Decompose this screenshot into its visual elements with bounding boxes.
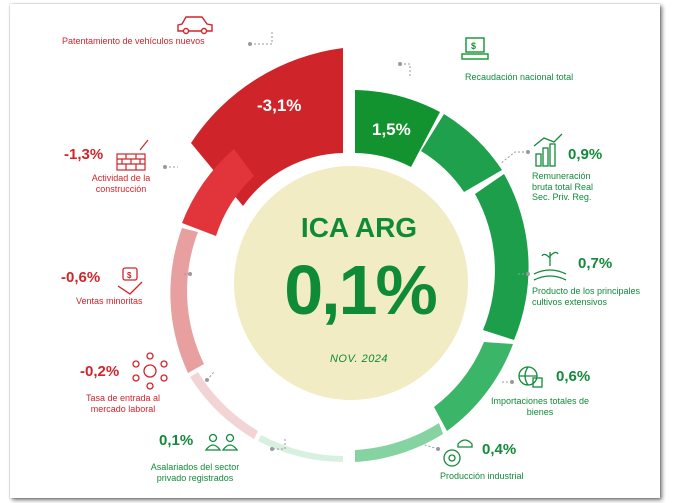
label-ventas: Ventas minoritas: [76, 296, 143, 306]
value-construccion: -1,3%: [64, 146, 104, 163]
label-patentamiento: Patentamiento de vehículos nuevos: [62, 36, 205, 46]
segment-value-recaudacion: 1,5%: [372, 120, 411, 139]
car-icon: [177, 16, 213, 35]
label-remuneracion: Remuneración bruta total Real Sec. Priv.…: [532, 171, 594, 202]
hand-money-icon: $: [117, 267, 143, 295]
segment-recaudacion: [355, 90, 440, 167]
value-importaciones: 0,6%: [556, 368, 591, 385]
value-tasa-entrada: -0,2%: [80, 363, 120, 380]
segment-cultivos: [475, 174, 529, 340]
value-ventas: -0,6%: [61, 269, 101, 286]
label-asalariados: Asalariados del sector privado registrad…: [150, 462, 240, 483]
value-produccion: 0,4%: [482, 441, 517, 458]
activity-index-ring: -3,1% 1,5% $: [116, 16, 567, 467]
label-construccion: Actividad de la construcción: [91, 173, 151, 194]
center-date: NOV. 2024: [329, 353, 389, 365]
people-icon: [204, 433, 239, 451]
svg-text:$: $: [471, 41, 476, 51]
label-produccion: Producción industrial: [440, 471, 524, 481]
segment-importaciones: [434, 342, 513, 431]
center-disc: [234, 166, 468, 400]
globe-box-icon: [518, 366, 543, 388]
label-cultivos: Producto de los principales cultivos ext…: [532, 286, 641, 307]
segment-value-patentamiento: -3,1%: [257, 96, 301, 115]
center-value: 0,1%: [284, 251, 438, 329]
gear-helmet-icon: [443, 439, 473, 467]
label-importaciones: Importaciones totales de bienes: [490, 396, 590, 417]
value-remuneracion: 0,9%: [568, 146, 603, 163]
value-asalariados: 0,1%: [159, 432, 194, 449]
center-title: ICA ARG: [300, 212, 418, 243]
label-tasa-entrada: Tasa de entrada al mercado laboral: [85, 393, 161, 414]
segment-tasa-entrada: [190, 372, 258, 439]
crop-icon: [533, 251, 567, 281]
value-cultivos: 0,7%: [578, 255, 613, 272]
segment-ventas: [170, 228, 204, 373]
salary-chart-icon: [533, 133, 563, 167]
segment-remuneracion: [421, 114, 502, 192]
segment-asalariados: [258, 435, 343, 462]
bricks-icon: [116, 139, 149, 171]
segment-produccion: [355, 423, 443, 462]
segment-construccion: [182, 149, 254, 236]
network-icon: [132, 352, 168, 390]
svg-text:$: $: [127, 271, 132, 280]
money-icon: $: [461, 37, 489, 60]
label-recaudacion: Recaudación nacional total: [465, 72, 574, 82]
infographic-frame: -3,1% 1,5% $: [10, 4, 660, 498]
